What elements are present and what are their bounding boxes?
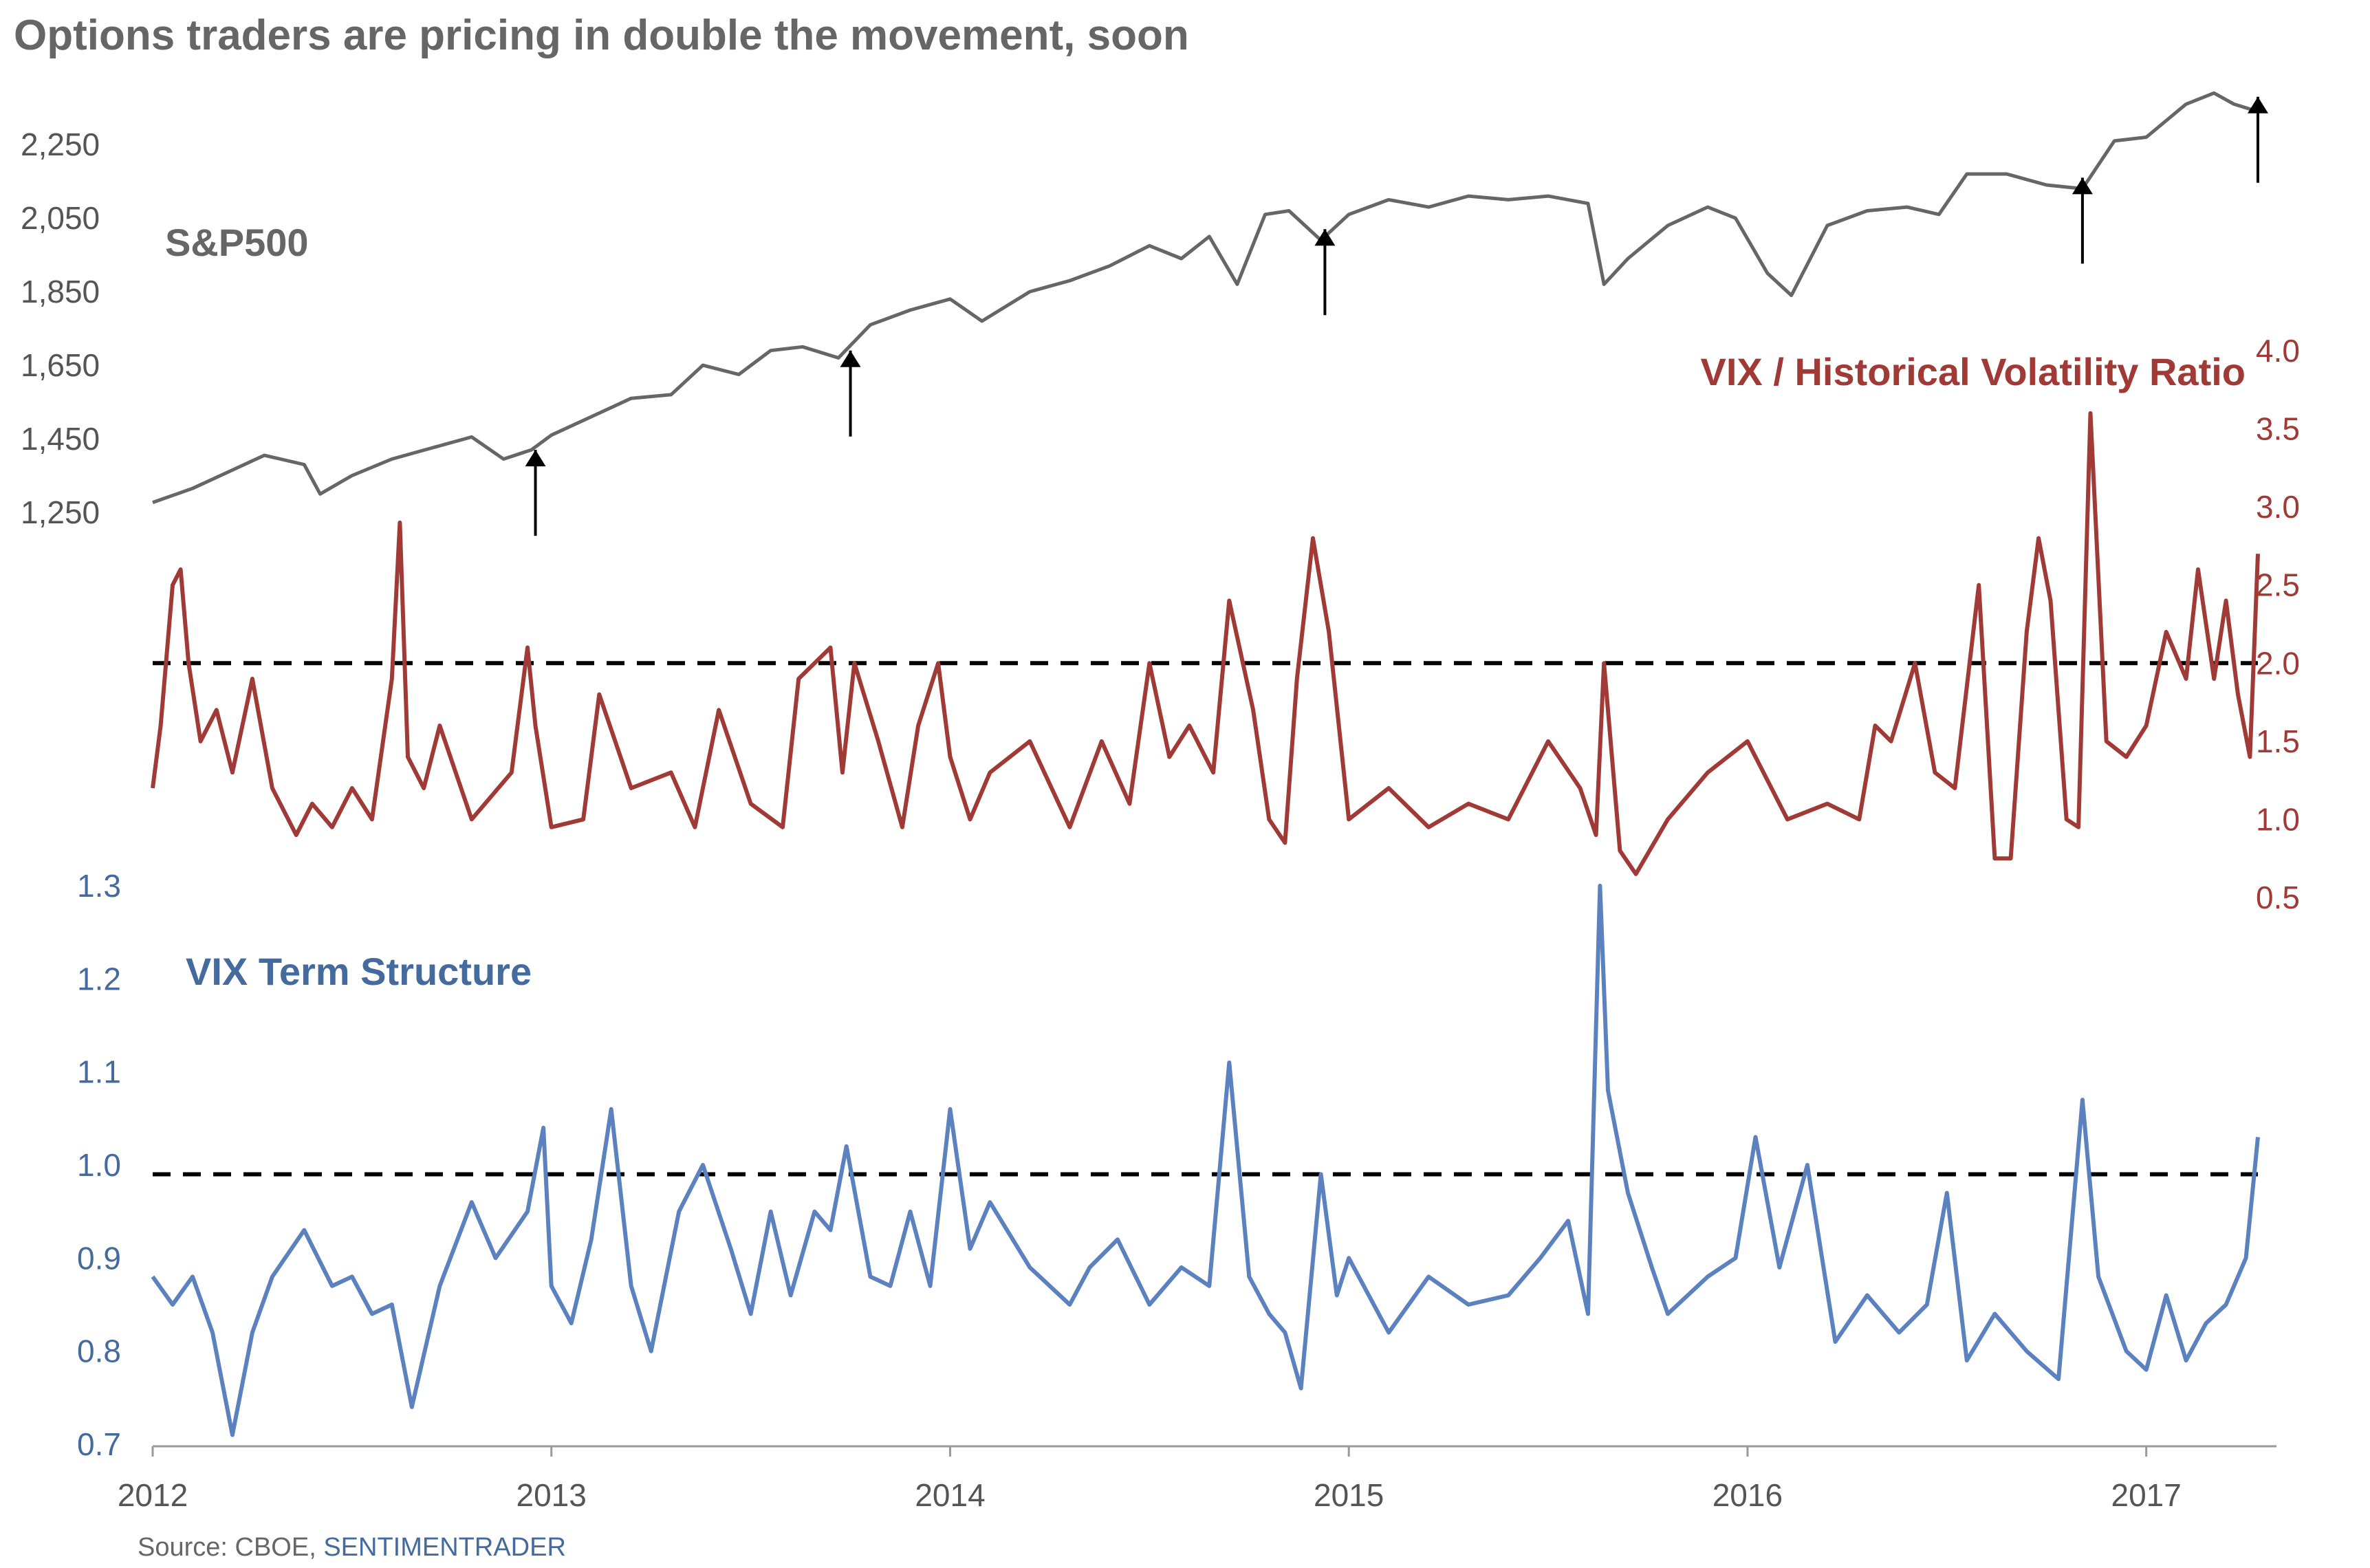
source-note: Source: CBOE, SENTIMENTRADER [138, 1533, 566, 1562]
x-tick-label: 2013 [517, 1477, 587, 1513]
x-tick-label: 2017 [2111, 1477, 2182, 1513]
term-panel: 0.7 0.8 0.9 1.0 1.1 1.2 1.3 [77, 868, 2260, 1462]
sp500-panel: 1,250 1,450 1,650 1,850 2,050 2,250 [21, 91, 2268, 536]
x-tick-label: 2014 [915, 1477, 985, 1513]
term-tick-label: 1.0 [77, 1147, 121, 1183]
sp500-tick-label: 1,650 [21, 347, 100, 383]
sp500-label: S&P500 [165, 221, 309, 264]
x-tick-label: 2012 [118, 1477, 188, 1513]
ratio-tick-label: 4.0 [2256, 333, 2300, 369]
ratio-tick-label: 2.0 [2256, 645, 2300, 681]
ratio-tick-label: 3.5 [2256, 411, 2300, 447]
term-tick-label: 1.3 [77, 868, 121, 904]
x-axis: 2012 2013 2014 2015 2016 2017 [118, 1445, 2276, 1513]
x-tick-label: 2015 [1314, 1477, 1384, 1513]
signal-marker-arrow [2072, 177, 2093, 195]
term-label: VIX Term Structure [186, 950, 532, 993]
ratio-line [151, 411, 2260, 876]
signal-marker-arrow [1314, 229, 1336, 246]
signal-marker-arrow [840, 350, 861, 367]
chart-title: Options traders are pricing in double th… [14, 12, 1189, 59]
sp500-tick-label: 1,450 [21, 421, 100, 457]
sp500-line [152, 91, 2259, 504]
source-prefix: Source: CBOE, [138, 1533, 323, 1562]
sp500-tick-label: 2,250 [21, 127, 100, 162]
ratio-tick-label: 0.5 [2256, 880, 2300, 915]
term-tick-label: 1.2 [77, 961, 121, 997]
signal-marker-arrow [525, 450, 546, 467]
sp500-tick-label: 2,050 [21, 200, 100, 236]
ratio-label: VIX / Historical Volatility Ratio [1701, 350, 2246, 393]
term-line [151, 884, 2260, 1437]
sp500-tick-label: 1,850 [21, 274, 100, 309]
source-link[interactable]: SENTIMENTRADER [323, 1533, 566, 1562]
term-tick-label: 0.7 [77, 1426, 121, 1462]
ratio-tick-label: 1.0 [2256, 801, 2300, 837]
x-tick-label: 2016 [1713, 1477, 1783, 1513]
signal-marker-arrow [2248, 96, 2268, 113]
term-tick-label: 1.1 [77, 1054, 121, 1090]
ratio-tick-label: 1.5 [2256, 723, 2300, 759]
ratio-tick-label: 2.5 [2256, 567, 2300, 603]
term-tick-label: 0.9 [77, 1240, 121, 1276]
ratio-panel: 0.5 1.0 1.5 2.0 2.5 3.0 3.5 4.0 [151, 333, 2300, 915]
sp500-tick-label: 1,250 [21, 494, 100, 530]
ratio-tick-label: 3.0 [2256, 489, 2300, 525]
term-tick-label: 0.8 [77, 1333, 121, 1369]
